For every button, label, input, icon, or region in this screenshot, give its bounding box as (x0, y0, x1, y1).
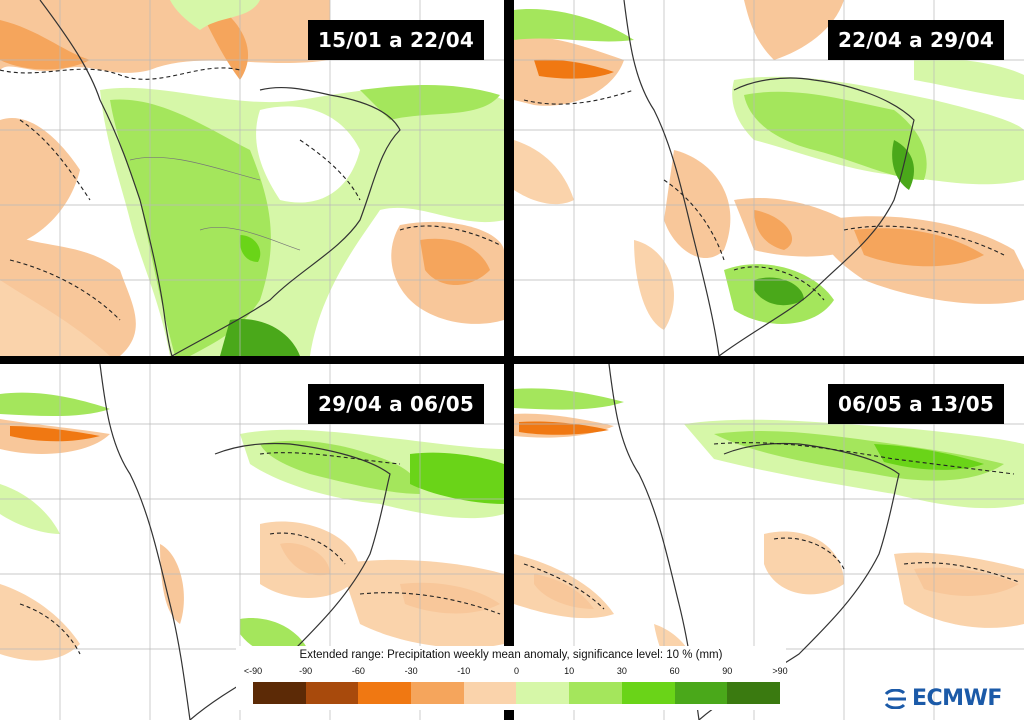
legend-tick-label: 0 (513, 666, 520, 676)
legend-tick-label: >90 (772, 666, 788, 676)
anomaly-map-3 (0, 364, 504, 720)
anomaly-map-1 (0, 0, 504, 356)
map-panel-2: 22/04 a 29/04 (514, 0, 1024, 356)
legend-swatch (569, 682, 622, 704)
period-label-3: 29/04 a 06/05 (308, 384, 484, 424)
legend-tick-label: -30 (404, 666, 418, 676)
legend-swatch (463, 682, 517, 704)
color-legend: Extended range: Precipitation weekly mea… (236, 646, 788, 710)
ecmwf-logo: ECMWF (882, 686, 1002, 711)
legend-swatch (516, 682, 570, 704)
legend-swatch (253, 682, 306, 704)
legend-tick-label: 30 (616, 666, 627, 676)
legend-tick-label: 90 (722, 666, 733, 676)
legend-tick-label: 10 (564, 666, 575, 676)
legend-tick-label: 60 (669, 666, 680, 676)
anomaly-map-2 (514, 0, 1024, 356)
legend-swatch (305, 682, 359, 704)
legend-colorbar (253, 682, 780, 704)
legend-swatch (727, 682, 780, 704)
legend-title: Extended range: Precipitation weekly mea… (299, 649, 723, 661)
legend-tick-label: -10 (457, 666, 471, 676)
map-panel-1: 15/01 a 22/04 (0, 0, 504, 356)
legend-swatch (674, 682, 728, 704)
legend-tick-label: <-90 (243, 666, 263, 676)
legend-tick-label: -60 (351, 666, 365, 676)
legend-swatch (358, 682, 412, 704)
period-label-4: 06/05 a 13/05 (828, 384, 1004, 424)
logo-text: ECMWF (912, 686, 1002, 711)
legend-tick-label: -90 (299, 666, 313, 676)
legend-swatch (621, 682, 675, 704)
period-label-2: 22/04 a 29/04 (828, 20, 1004, 60)
period-label-1: 15/01 a 22/04 (308, 20, 484, 60)
legend-swatch (411, 682, 464, 704)
ecmwf-logo-icon (884, 688, 906, 709)
